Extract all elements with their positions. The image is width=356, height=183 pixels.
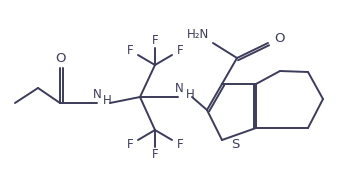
Text: F: F xyxy=(177,137,183,150)
Text: F: F xyxy=(127,137,133,150)
Text: N: N xyxy=(175,83,183,96)
Text: N: N xyxy=(93,89,101,102)
Text: O: O xyxy=(274,31,284,44)
Text: H: H xyxy=(103,94,112,107)
Text: F: F xyxy=(177,44,183,57)
Text: O: O xyxy=(55,53,65,66)
Text: F: F xyxy=(152,33,158,46)
Text: F: F xyxy=(152,148,158,162)
Text: F: F xyxy=(127,44,133,57)
Text: H: H xyxy=(186,89,195,102)
Text: S: S xyxy=(231,139,239,152)
Text: H₂N: H₂N xyxy=(187,27,209,40)
